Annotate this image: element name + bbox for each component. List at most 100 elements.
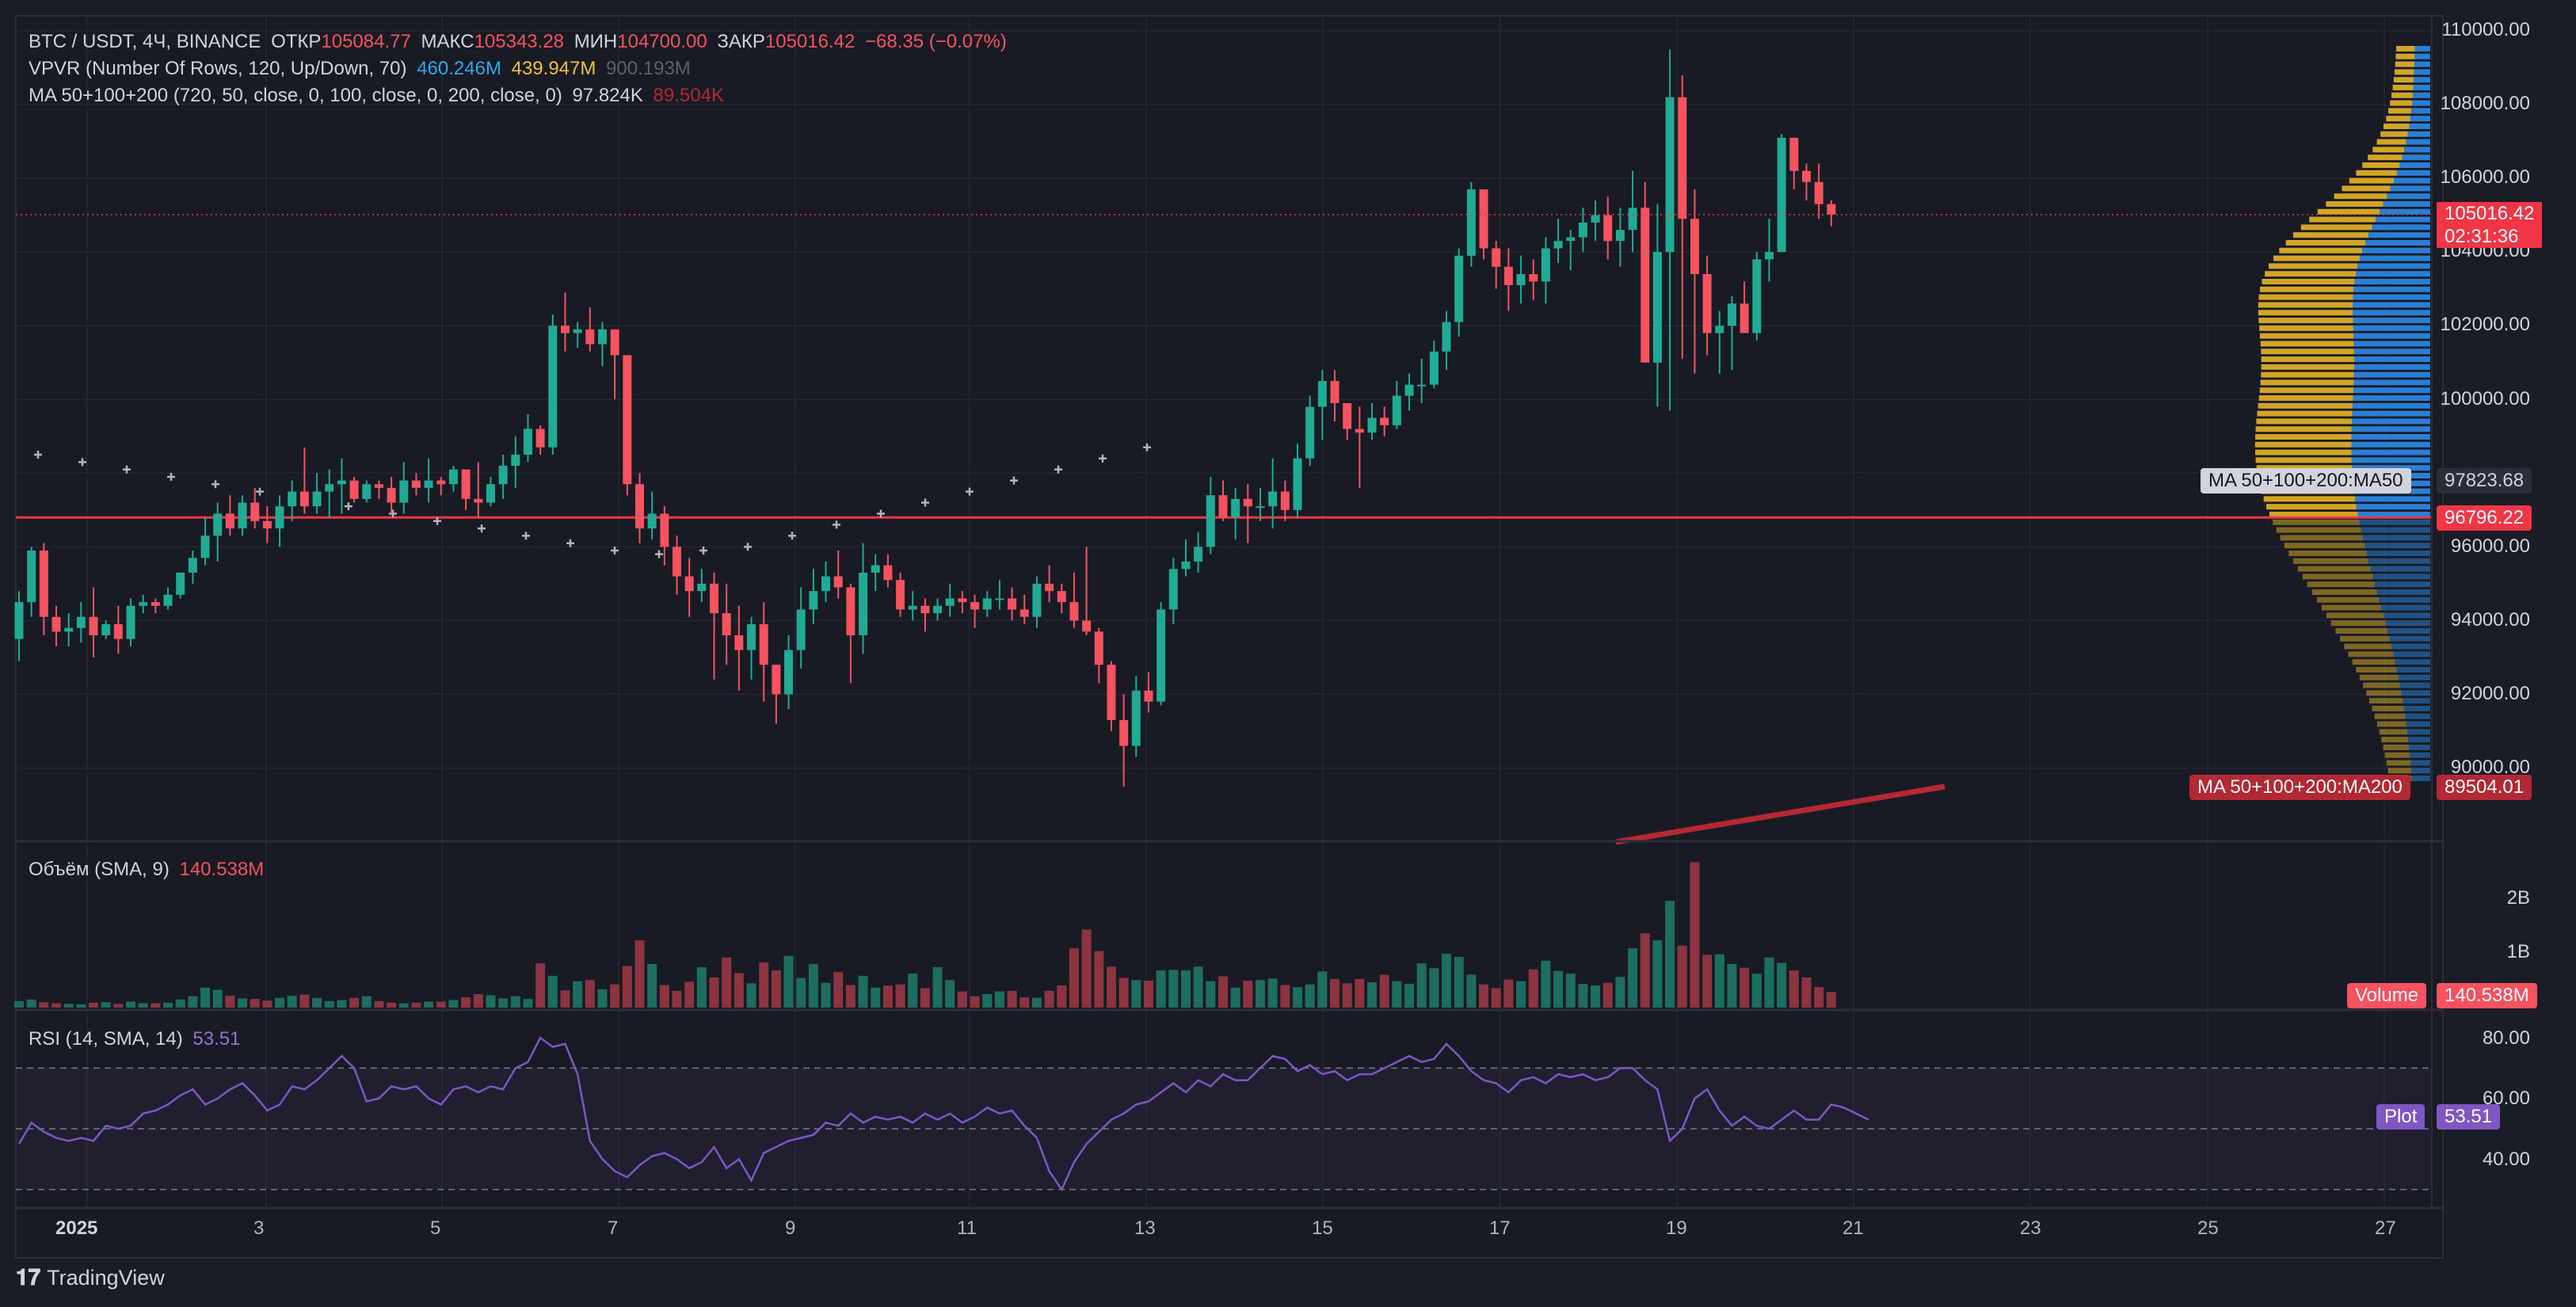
- vpvr-legend[interactable]: VPVR (Number Of Rows, 120, Up/Down, 70) …: [29, 55, 695, 82]
- volume-bar: [672, 990, 682, 1008]
- volume-bar: [1131, 980, 1141, 1008]
- ma-legend[interactable]: MA 50+100+200 (720, 50, close, 0, 100, c…: [29, 82, 729, 109]
- candle-body: [673, 547, 682, 577]
- volume-bar: [1677, 945, 1687, 1008]
- volume-bar: [1652, 940, 1663, 1008]
- volume-value-tag: 140.538M: [2437, 983, 2537, 1008]
- volume-profile-bar: [2361, 527, 2430, 533]
- candle-body: [710, 583, 719, 614]
- volume-bar: [1305, 984, 1315, 1008]
- volume-profile-bar: [2365, 543, 2430, 549]
- volume-profile-bar: [2383, 745, 2410, 750]
- candle-body: [610, 329, 619, 356]
- volume-bar: [498, 998, 509, 1008]
- volume-profile-bar: [2414, 77, 2430, 83]
- volume-profile-bar: [2342, 185, 2391, 192]
- candle-body: [859, 572, 868, 636]
- close-label: ЗАКР: [717, 31, 765, 52]
- rsi-legend[interactable]: RSI (14, SMA, 14) 53.51: [29, 1026, 245, 1053]
- volume-profile-bar: [2410, 768, 2430, 774]
- volume-profile-bar: [2356, 504, 2430, 510]
- price-tick: 102000.00: [2440, 314, 2530, 335]
- volume-profile-bar: [2259, 325, 2353, 331]
- volume-profile-bar: [2406, 139, 2430, 145]
- candle-body: [424, 480, 433, 488]
- volume-profile-bar: [2414, 53, 2430, 59]
- volume-bar: [1553, 970, 1564, 1008]
- volume-bar: [1143, 981, 1153, 1008]
- candle-body: [548, 326, 558, 448]
- volume-profile-bar: [2379, 729, 2408, 735]
- candle-body: [523, 429, 532, 455]
- volume-bar: [1702, 955, 1713, 1008]
- volume-profile-bar: [2260, 333, 2354, 339]
- volume-profile-bar: [2349, 177, 2395, 184]
- volume-bar: [1330, 978, 1340, 1008]
- candle-body: [1466, 189, 1476, 256]
- volume-bar: [1243, 981, 1253, 1008]
- volume-profile-bar: [2383, 612, 2430, 619]
- volume-legend[interactable]: Объём (SMA, 9) 140.538M: [29, 856, 269, 883]
- candle-body: [312, 491, 322, 507]
- candle-body: [1317, 380, 1327, 407]
- volume-bar: [722, 957, 732, 1008]
- candle-body: [1045, 583, 1054, 592]
- volume-profile-bar: [2288, 551, 2367, 556]
- candle-body: [374, 484, 383, 488]
- ma50-marker: [389, 509, 397, 518]
- ma50-marker: [788, 532, 796, 540]
- volume-profile-bar: [2353, 318, 2430, 323]
- volume-bar: [1665, 901, 1675, 1008]
- volume-profile-bar: [2393, 651, 2430, 657]
- volume-profile-bar: [2280, 535, 2363, 541]
- candle-body: [411, 480, 421, 488]
- candle-body: [1194, 547, 1203, 562]
- volume-profile-bar: [2387, 628, 2430, 634]
- volume-profile-bar: [2276, 527, 2361, 533]
- volume-bar: [808, 963, 818, 1008]
- candle-body: [1541, 248, 1550, 282]
- volume-bar: [275, 997, 285, 1008]
- ma200-value: 89.504K: [653, 85, 724, 106]
- candle-body: [1181, 561, 1191, 570]
- candle-body: [635, 484, 644, 529]
- date-tick: 27: [2375, 1217, 2396, 1239]
- volume-profile-bar: [2300, 224, 2372, 231]
- volume-bar: [26, 999, 36, 1008]
- tradingview-icon: 𝟏𝟕: [16, 1265, 41, 1290]
- volume-bar: [1404, 984, 1415, 1008]
- hline-price-tag[interactable]: 96796.22: [2437, 505, 2532, 531]
- volume-profile-bar: [2285, 240, 2365, 246]
- volume-profile-bar: [2414, 61, 2430, 67]
- volume-bar: [1193, 966, 1203, 1008]
- volume-profile-bar: [2273, 519, 2360, 525]
- candle-body: [1764, 252, 1774, 260]
- volume-bar: [1789, 970, 1799, 1008]
- volume-bar: [1690, 862, 1700, 1008]
- volume-profile-bar: [2394, 177, 2430, 184]
- volume-profile-bar: [2257, 410, 2353, 417]
- volume-bar: [659, 985, 669, 1008]
- candle-body: [511, 455, 520, 466]
- volume-bar: [1156, 970, 1166, 1008]
- candle-body: [1801, 170, 1811, 182]
- symbol-title[interactable]: BTC / USDT, 4Ч, BINANCE: [29, 31, 261, 52]
- rsi-tick: 40.00: [2482, 1149, 2530, 1170]
- volume-profile-bar: [2263, 496, 2356, 502]
- candle-body: [349, 480, 359, 499]
- volume-profile-bar: [2401, 690, 2430, 696]
- candle-body: [200, 535, 210, 558]
- volume-profile-bar: [2380, 131, 2408, 137]
- ma-title: MA 50+100+200 (720, 50, close, 0, 100, c…: [29, 85, 562, 106]
- ma50-marker: [744, 543, 752, 551]
- candle-body: [1479, 189, 1488, 249]
- candle-body: [846, 587, 855, 636]
- candle-body: [933, 605, 943, 614]
- volume-bar: [349, 997, 360, 1008]
- candle-body: [1380, 417, 1389, 425]
- volume-bar: [647, 963, 657, 1008]
- volume-profile-bar: [2376, 589, 2430, 595]
- tradingview-logo[interactable]: 𝟏𝟕 TradingView: [16, 1265, 165, 1291]
- volume-profile-bar: [2356, 271, 2430, 277]
